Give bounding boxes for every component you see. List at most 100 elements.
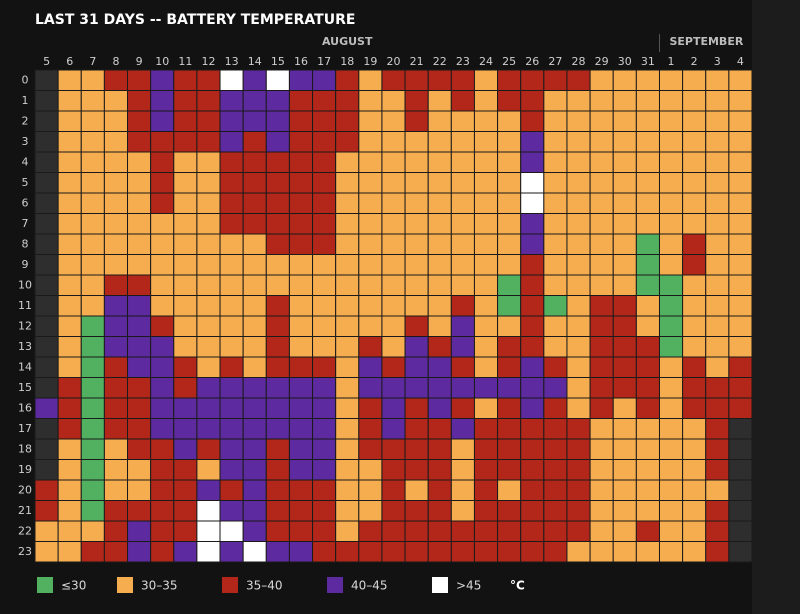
cell — [242, 69, 267, 91]
cell — [658, 213, 684, 235]
cell — [34, 90, 59, 112]
cell — [242, 315, 267, 337]
cell — [127, 397, 152, 419]
cell — [57, 69, 82, 91]
cell — [80, 336, 105, 358]
cell — [566, 315, 591, 337]
cell — [150, 315, 175, 337]
legend-label: 35–40 — [246, 579, 283, 593]
cell — [150, 110, 175, 132]
cell — [473, 233, 499, 255]
cell — [358, 213, 383, 235]
cell — [728, 520, 753, 542]
cell — [312, 438, 337, 460]
cell — [173, 315, 198, 337]
legend-label: ≤30 — [61, 579, 86, 593]
cell — [728, 69, 753, 91]
cell — [265, 459, 290, 481]
cell — [358, 500, 383, 522]
cell — [335, 254, 360, 276]
cell — [705, 295, 730, 317]
cell — [196, 192, 221, 214]
cell — [520, 151, 545, 173]
cell — [566, 110, 591, 132]
cell — [242, 438, 267, 460]
cell — [705, 192, 730, 214]
cell — [728, 254, 753, 276]
cell — [612, 377, 637, 399]
cell — [127, 69, 152, 91]
cell — [589, 274, 614, 296]
cell — [543, 356, 568, 378]
cell — [127, 418, 152, 440]
month-label: SEPTEMBER — [669, 35, 743, 48]
cell — [57, 336, 82, 358]
cell — [658, 336, 684, 358]
cell — [312, 418, 337, 440]
cell — [242, 172, 267, 194]
cell — [242, 336, 267, 358]
legend-unit: °C — [510, 579, 525, 593]
cell — [450, 254, 475, 276]
cell — [242, 213, 267, 235]
cell — [34, 479, 59, 501]
cell — [312, 192, 337, 214]
cell — [520, 90, 545, 112]
cell — [312, 172, 337, 194]
x-tick-label: 19 — [363, 55, 377, 68]
cell — [427, 274, 452, 296]
cell — [682, 213, 707, 235]
cell — [381, 295, 406, 317]
cell — [34, 254, 59, 276]
cell — [589, 315, 614, 337]
cell — [682, 274, 707, 296]
cell — [288, 438, 314, 460]
cell — [566, 438, 591, 460]
x-tick-label: 8 — [112, 55, 119, 68]
cell — [127, 438, 152, 460]
cell — [34, 315, 59, 337]
cell — [335, 418, 360, 440]
cell — [127, 110, 152, 132]
cell — [196, 459, 221, 481]
cell — [358, 479, 383, 501]
cell — [219, 377, 244, 399]
cell — [219, 233, 244, 255]
cell — [566, 418, 591, 440]
cell — [173, 110, 198, 132]
cell — [80, 192, 105, 214]
x-tick-label: 22 — [433, 55, 447, 68]
cell — [150, 377, 175, 399]
cell — [219, 479, 244, 501]
cell — [127, 479, 152, 501]
cell — [450, 397, 475, 419]
cell — [728, 110, 753, 132]
cell — [242, 110, 267, 132]
cell — [196, 520, 221, 542]
cell — [312, 397, 337, 419]
cell — [381, 151, 406, 173]
cell — [543, 274, 568, 296]
cell — [635, 418, 660, 440]
cell — [612, 315, 637, 337]
cell — [103, 295, 129, 317]
cell — [288, 377, 314, 399]
cell — [728, 397, 753, 419]
cell — [381, 397, 406, 419]
cell — [612, 500, 637, 522]
cell — [219, 315, 244, 337]
cell — [566, 151, 591, 173]
cell — [173, 192, 198, 214]
cell — [520, 254, 545, 276]
x-tick-label: 24 — [479, 55, 493, 68]
cell — [450, 295, 475, 317]
cell — [635, 151, 660, 173]
cell — [312, 213, 337, 235]
cell — [80, 356, 105, 378]
cell — [473, 254, 499, 276]
cell — [682, 500, 707, 522]
cell — [57, 541, 82, 563]
cell — [612, 151, 637, 173]
cell — [103, 131, 129, 153]
legend-swatch — [37, 577, 53, 593]
